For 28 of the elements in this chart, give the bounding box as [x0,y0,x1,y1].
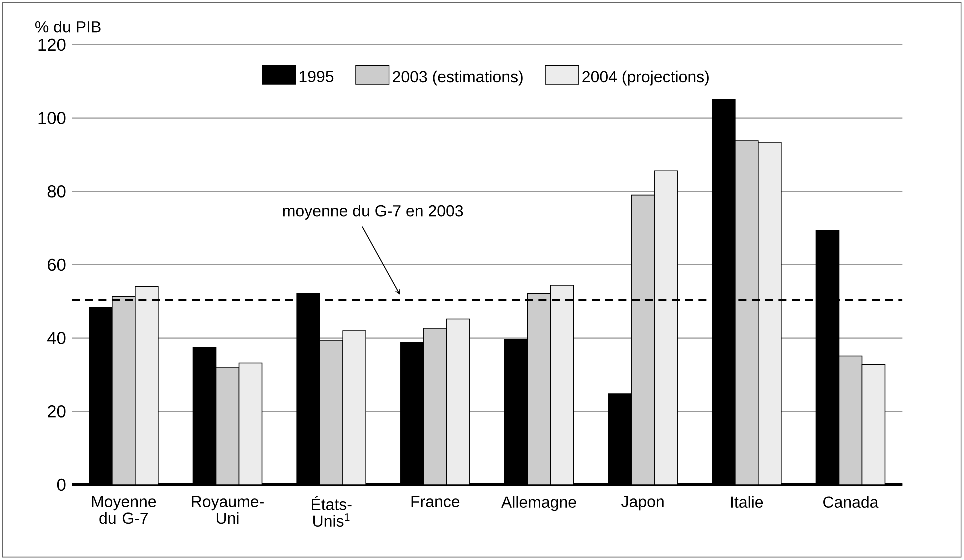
x-tick-label: Japon [622,496,664,511]
x-tick-label: États-Unis$^{1}$ [312,496,352,527]
x-tick-label: Allemagne [501,496,576,512]
bar [135,286,159,485]
bar [446,318,470,485]
y-tick-label: 80 [48,186,66,198]
legend-label: 2003 (estimations) [393,70,523,86]
y-tick-label: 100 [38,112,66,124]
y-tick-label: 20 [48,406,66,418]
bar [550,285,574,485]
x-tick-label: France [412,496,460,508]
legend-label: 1995 [300,71,334,82]
x-tick-label: Canada [824,496,879,508]
bar [654,170,678,485]
x-tick-label: Royaume-Uni [192,496,264,524]
ref-line-label: moyenne du G-7 en 2003 [283,205,464,220]
y-axis-title: % du PIB [36,20,101,33]
bar [862,364,886,485]
y-tick-label: 120 [38,38,66,52]
x-tick-label: Moyenne du G-7 [92,496,156,524]
x-tick-label: Italie [732,496,764,508]
legend-label: 2004 (projections) [582,70,709,86]
bar [238,362,263,485]
bar [342,330,366,485]
y-tick-label: 60 [48,258,66,272]
y-tick-label: 40 [48,332,66,344]
y-tick-label: 0 [57,478,66,492]
bar [758,142,782,485]
